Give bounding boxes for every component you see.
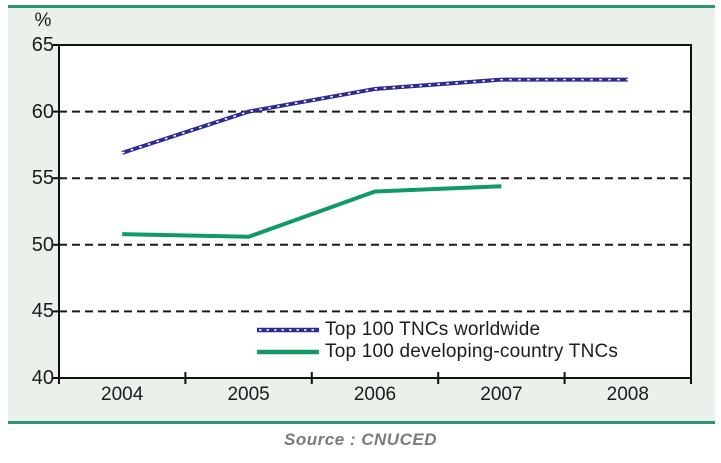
legend-item: Top 100 developing-country TNCs (257, 341, 618, 363)
legend-item: Top 100 TNCs worldwide (257, 319, 618, 341)
source-note: Source : CNUCED (284, 430, 437, 449)
y-axis-unit-label: % (34, 10, 52, 31)
y-tick-label: 45 (31, 300, 54, 323)
legend-label: Top 100 TNCs worldwide (325, 319, 541, 340)
panel-top-rule (8, 5, 715, 8)
x-tick-label: 2008 (606, 384, 649, 405)
legend-label: Top 100 developing-country TNCs (325, 341, 619, 362)
y-tick-label: 50 (31, 233, 54, 256)
y-tick-label: 65 (31, 34, 54, 56)
y-tick-label: 60 (31, 100, 54, 123)
legend-line-swatch (257, 327, 319, 333)
x-tick-label: 2004 (101, 384, 144, 405)
legend: Top 100 TNCs worldwide Top 100 developing… (257, 319, 618, 363)
series-line-dot-texture (121, 78, 628, 154)
x-tick-label: 2006 (353, 384, 397, 405)
x-tick-label: 2005 (227, 384, 270, 405)
plot-background (58, 44, 692, 379)
legend-line-swatch (257, 349, 319, 355)
x-tick-label: 2007 (480, 384, 523, 405)
y-tick-label: 55 (31, 167, 54, 190)
series-line-developing (122, 184, 502, 239)
panel-bottom-rule (8, 421, 715, 424)
y-tick-label: 40 (31, 367, 54, 389)
